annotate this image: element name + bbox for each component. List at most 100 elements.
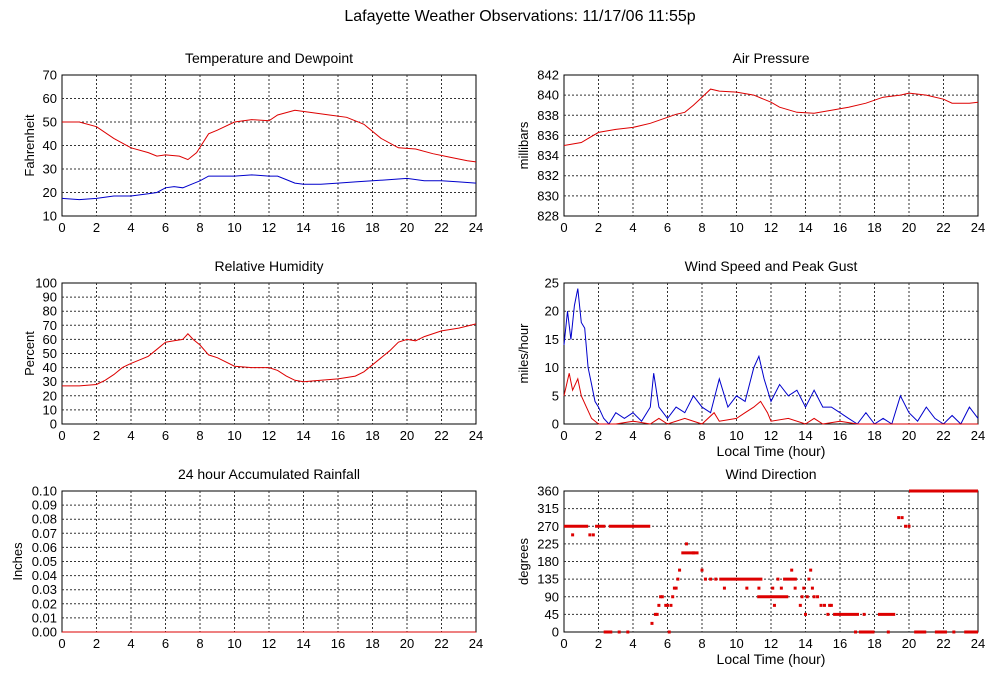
y-axis-label: Inches (10, 542, 25, 581)
chart-title: Temperature and Dewpoint (185, 50, 353, 66)
direction-point (862, 612, 866, 616)
direction-point (790, 568, 794, 572)
direction-point (591, 533, 595, 537)
y-tick-label: 842 (537, 68, 559, 83)
x-tick-label: 8 (196, 220, 203, 235)
y-tick-label: 0.03 (32, 582, 57, 597)
direction-point (804, 612, 807, 616)
series-line-2 (563, 373, 978, 425)
x-axis-label: Local Time (hour) (717, 651, 826, 667)
x-tick-label: 24 (469, 428, 483, 443)
direction-point (672, 586, 676, 590)
x-tick-label: 8 (698, 220, 705, 235)
x-tick-label: 22 (434, 636, 448, 651)
y-tick-label: 180 (537, 554, 559, 569)
x-tick-label: 20 (400, 428, 414, 443)
x-tick-label: 14 (798, 636, 812, 651)
y-tick-label: 838 (537, 108, 559, 123)
x-tick-label: 12 (764, 636, 778, 651)
chart-title: Wind Direction (725, 466, 816, 482)
y-tick-label: 0.10 (32, 484, 57, 499)
x-tick-label: 16 (833, 636, 847, 651)
x-tick-label: 4 (629, 428, 636, 443)
direction-point (900, 516, 904, 520)
y-tick-label: 10 (43, 209, 57, 224)
x-tick-label: 0 (58, 636, 65, 651)
direction-point (819, 603, 823, 607)
x-tick-label: 22 (936, 220, 950, 235)
y-tick-label: 0.06 (32, 540, 57, 555)
y-tick-label: 0.01 (32, 610, 57, 625)
y-tick-label: 20 (43, 388, 57, 403)
direction-point (617, 630, 621, 634)
y-axis-label: Fahrenheit (22, 114, 37, 177)
direction-point (678, 568, 682, 572)
x-tick-label: 12 (262, 428, 276, 443)
direction-point (674, 586, 678, 590)
chart-5: 0 2 4 6 8 10 12 14 16 18 20 22 240.000.010.020.030.0… (10, 466, 483, 651)
direction-point (897, 516, 901, 520)
y-tick-label: 60 (43, 332, 57, 347)
y-tick-label: 45 (545, 607, 559, 622)
x-tick-label: 4 (629, 220, 636, 235)
y-tick-label: 0.04 (32, 568, 57, 583)
y-tick-label: 0.09 (32, 498, 57, 513)
y-tick-label: 20 (43, 185, 57, 200)
x-tick-label: 10 (227, 428, 241, 443)
y-tick-label: 0 (50, 417, 57, 432)
direction-point (667, 630, 671, 634)
series-line-1 (563, 288, 979, 425)
direction-point (772, 603, 776, 607)
y-tick-label: 830 (537, 188, 559, 203)
y-tick-label: 15 (545, 332, 559, 347)
y-tick-label: 60 (43, 91, 57, 106)
y-tick-label: 0 (552, 625, 559, 640)
x-tick-label: 0 (560, 428, 567, 443)
direction-point (854, 630, 858, 634)
x-tick-label: 2 (595, 428, 602, 443)
y-tick-label: 90 (43, 290, 57, 305)
x-tick-label: 22 (936, 636, 950, 651)
y-tick-label: 0.08 (32, 512, 57, 527)
page-title: Lafayette Weather Observations: 11/17/06… (344, 8, 696, 25)
x-tick-label: 2 (93, 220, 100, 235)
y-tick-label: 0.00 (32, 625, 57, 640)
direction-point (826, 612, 830, 616)
direction-point (828, 603, 832, 607)
x-tick-label: 2 (93, 428, 100, 443)
direction-point (669, 603, 673, 607)
x-tick-label: 10 (227, 636, 241, 651)
x-tick-label: 20 (902, 428, 916, 443)
direction-point (691, 551, 695, 555)
direction-point (653, 612, 657, 616)
direction-point (816, 595, 820, 599)
x-tick-label: 0 (560, 636, 567, 651)
y-tick-label: 270 (537, 519, 559, 534)
direction-point (800, 595, 804, 599)
y-tick-label: 0 (552, 417, 559, 432)
direction-point (812, 595, 816, 599)
x-tick-label: 14 (798, 220, 812, 235)
x-tick-label: 18 (365, 220, 379, 235)
x-axis-label: Local Time (hour) (717, 443, 826, 459)
x-tick-label: 14 (296, 220, 310, 235)
y-tick-label: 30 (43, 374, 57, 389)
x-tick-label: 20 (400, 636, 414, 651)
x-tick-label: 8 (196, 636, 203, 651)
x-tick-label: 12 (262, 636, 276, 651)
direction-point (655, 612, 659, 616)
direction-point (802, 586, 806, 590)
direction-point (952, 630, 956, 634)
x-tick-label: 16 (331, 220, 345, 235)
y-tick-label: 840 (537, 88, 559, 103)
x-tick-label: 4 (629, 636, 636, 651)
chart-title: 24 hour Accumulated Rainfall (178, 466, 360, 482)
direction-point (722, 586, 726, 590)
y-tick-label: 5 (552, 388, 559, 403)
y-tick-label: 100 (35, 276, 57, 291)
y-tick-label: 70 (43, 68, 57, 83)
y-tick-label: 80 (43, 304, 57, 319)
direction-point (666, 603, 669, 607)
direction-point (886, 630, 890, 634)
